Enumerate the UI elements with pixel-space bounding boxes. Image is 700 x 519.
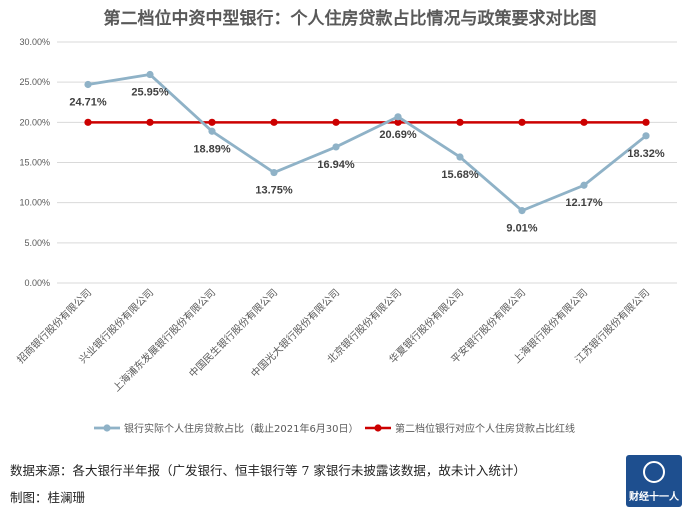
- legend-actual-marker: [103, 424, 111, 432]
- threshold-point: [456, 118, 464, 126]
- threshold-point: [208, 118, 216, 126]
- actual-point: [270, 168, 278, 177]
- globe-icon: [643, 461, 665, 483]
- legend-threshold-marker: [374, 424, 382, 432]
- threshold-point: [642, 118, 650, 126]
- data-label: 24.71%: [69, 96, 107, 108]
- category-label: 上海浦东发展银行股份有限公司: [110, 286, 218, 394]
- actual-point: [394, 113, 402, 121]
- y-tick-label: 30.00%: [19, 37, 50, 47]
- actual-point: [84, 80, 92, 89]
- threshold-point: [518, 118, 526, 126]
- y-tick-label: 0.00%: [24, 278, 50, 288]
- data-label: 13.75%: [255, 185, 293, 197]
- data-label: 16.94%: [317, 159, 355, 171]
- chart-author-note: 制图：桂澜珊: [10, 490, 86, 505]
- y-tick-label: 10.00%: [19, 198, 50, 208]
- threshold-point: [84, 118, 92, 126]
- logo-text: 财经十一人: [629, 492, 679, 503]
- threshold-point: [394, 118, 402, 126]
- y-tick-label: 20.00%: [19, 117, 50, 127]
- data-label: 18.89%: [193, 143, 231, 155]
- actual-point: [456, 153, 464, 161]
- actual-series-line: [87, 73, 647, 213]
- y-tick-label: 15.00%: [19, 158, 50, 168]
- data-label: 9.01%: [506, 223, 537, 235]
- actual-point: [146, 70, 154, 79]
- data-label: 20.69%: [379, 129, 417, 141]
- actual-point: [332, 143, 340, 151]
- publisher-logo: 财经十一人: [626, 455, 682, 507]
- legend-threshold-label: 第二档位银行对应个人住房贷款占比红线: [395, 422, 575, 435]
- actual-point: [580, 181, 588, 189]
- chart-title: 第二档位中资中型银行：个人住房贷款占比情况与政策要求对比图: [103, 9, 597, 29]
- y-tick-label: 25.00%: [19, 77, 50, 87]
- data-label: 12.17%: [565, 197, 603, 209]
- actual-point: [642, 132, 650, 140]
- threshold-point: [332, 118, 340, 126]
- threshold-point: [580, 118, 588, 126]
- actual-point: [518, 207, 526, 215]
- data-source-note: 数据来源：各大银行半年报（广发银行、恒丰银行等 7 家银行未披露该数据，故未计入…: [10, 463, 526, 478]
- data-label: 15.68%: [441, 169, 479, 181]
- data-label: 18.32%: [627, 148, 665, 160]
- data-label: 25.95%: [131, 87, 169, 99]
- threshold-point: [270, 118, 278, 126]
- threshold-point: [146, 118, 154, 126]
- y-tick-label: 5.00%: [24, 238, 50, 248]
- actual-point: [208, 127, 216, 135]
- legend-actual-label: 银行实际个人住房贷款占比（截止2021年6月30日）: [124, 422, 359, 435]
